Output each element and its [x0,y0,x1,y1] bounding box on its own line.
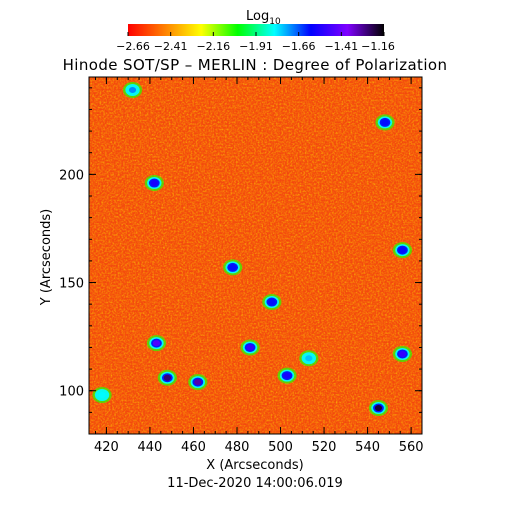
polarization-patch [398,350,407,357]
x-tick-label: 460 [181,440,206,455]
x-tick-label: 440 [138,440,163,455]
polarization-patch [152,340,161,347]
heatmap-image [89,77,422,434]
axis-ticks: 420 440 460 480 500 520 540 560 100 150 200 [59,77,424,455]
plot-frame [88,76,423,435]
polarization-patch [305,355,313,362]
x-tick-label: 500 [268,440,293,455]
colorbar-tick-label: −1.66 [282,40,316,53]
polarization-patch [374,405,383,412]
polarization-patch [128,86,137,93]
colorbar-tick-label: −2.16 [196,40,230,53]
polarization-patch [163,374,171,381]
colorbar-tick-label: −1.41 [324,40,358,53]
x-tick-label: 560 [399,440,424,455]
polarization-patch [381,119,389,126]
polarization-patch [194,379,202,386]
timestamp: 11-Dec-2020 14:00:06.019 [167,476,343,491]
heatmap-noise-red [89,77,422,434]
polarization-patch [150,180,158,187]
polarization-patch [229,264,237,271]
colorbar: Log10 −2.66 −2.41 −2.16 −1.91 −1.66 −1.41 −1.1… [116,9,395,53]
x-tick-label: 520 [312,440,337,455]
colorbar-ticks: −2.66 −2.41 −2.16 −1.91 −1.66 −1.41 −1.16 [116,32,395,53]
x-tick-label: 480 [225,440,250,455]
polarization-patch [268,299,276,306]
polarization-patch [398,247,407,254]
colorbar-label: Log10 [246,9,281,27]
y-tick-label: 200 [59,168,84,183]
x-axis-label: X (Arcseconds) [206,458,303,473]
polarization-patch [246,344,254,351]
polarization-patch [98,392,106,399]
chart-title: Hinode SOT/SP – MERLIN : Degree of Polar… [63,56,448,74]
colorbar-tick-label: −2.66 [116,40,150,53]
polarization-patch [283,372,291,379]
y-tick-label: 150 [59,277,84,292]
x-tick-label: 540 [355,440,380,455]
colorbar-tick-label: −1.91 [239,40,273,53]
y-tick-label: 100 [59,385,84,400]
colorbar-gradient [128,24,384,36]
colorbar-tick-label: −1.16 [361,40,395,53]
x-tick-label: 420 [94,440,119,455]
y-axis-label: Y (Arcseconds) [39,209,54,306]
colorbar-tick-label: −2.41 [154,40,188,53]
polarization-patches [92,81,413,417]
